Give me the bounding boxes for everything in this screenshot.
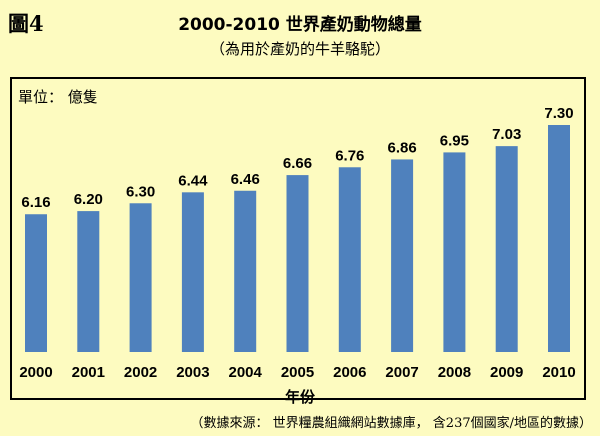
x-tick-2005: 2005 (281, 364, 314, 381)
x-tick-2001: 2001 (72, 364, 105, 381)
x-tick-2010: 2010 (542, 364, 575, 381)
data-label-2002: 6.30 (126, 183, 155, 200)
data-label-2007: 6.86 (387, 139, 416, 156)
data-label-2008: 6.95 (440, 132, 469, 149)
x-tick-2006: 2006 (333, 364, 366, 381)
data-label-2001: 6.20 (74, 191, 103, 208)
x-axis-label: 年份 (284, 388, 315, 406)
x-tick-2007: 2007 (385, 364, 418, 381)
bar-2008 (443, 152, 466, 352)
data-label-2006: 6.76 (335, 147, 364, 164)
data-label-2010: 7.30 (544, 105, 573, 122)
x-tick-2008: 2008 (438, 364, 471, 381)
chart-frame (10, 77, 586, 400)
figure-label: 圖4 (8, 11, 44, 36)
data-label-2004: 6.46 (231, 171, 260, 188)
data-label-2005: 6.66 (283, 155, 312, 172)
data-label-2009: 7.03 (492, 126, 521, 143)
bar-2007 (391, 159, 414, 352)
chart-title: 2000-2010 世界產奶動物總量 (178, 15, 422, 35)
unit-label: 單位： 億隻 (18, 88, 98, 106)
bar-2001 (77, 211, 100, 352)
bar-2002 (129, 203, 152, 352)
bar-2000 (25, 214, 47, 352)
x-tick-2004: 2004 (229, 364, 263, 381)
bar-2003 (181, 192, 204, 352)
bar-2009 (495, 146, 518, 352)
bar-2010 (548, 125, 570, 352)
bar-2006 (338, 167, 361, 352)
x-tick-2002: 2002 (124, 364, 157, 381)
bar-2004 (234, 190, 257, 352)
source-note: （數據來源： 世界糧農組織網站數據庫， 含237個國家/地區的數據） (190, 416, 592, 431)
data-label-2000: 6.16 (21, 194, 50, 211)
bar-2005 (286, 175, 309, 352)
x-tick-2009: 2009 (490, 364, 523, 381)
chart-subtitle: （為用於產奶的牛羊駱駝） (209, 40, 390, 58)
x-tick-2000: 2000 (19, 364, 52, 381)
x-tick-2003: 2003 (176, 364, 209, 381)
data-label-2003: 6.44 (178, 172, 208, 189)
